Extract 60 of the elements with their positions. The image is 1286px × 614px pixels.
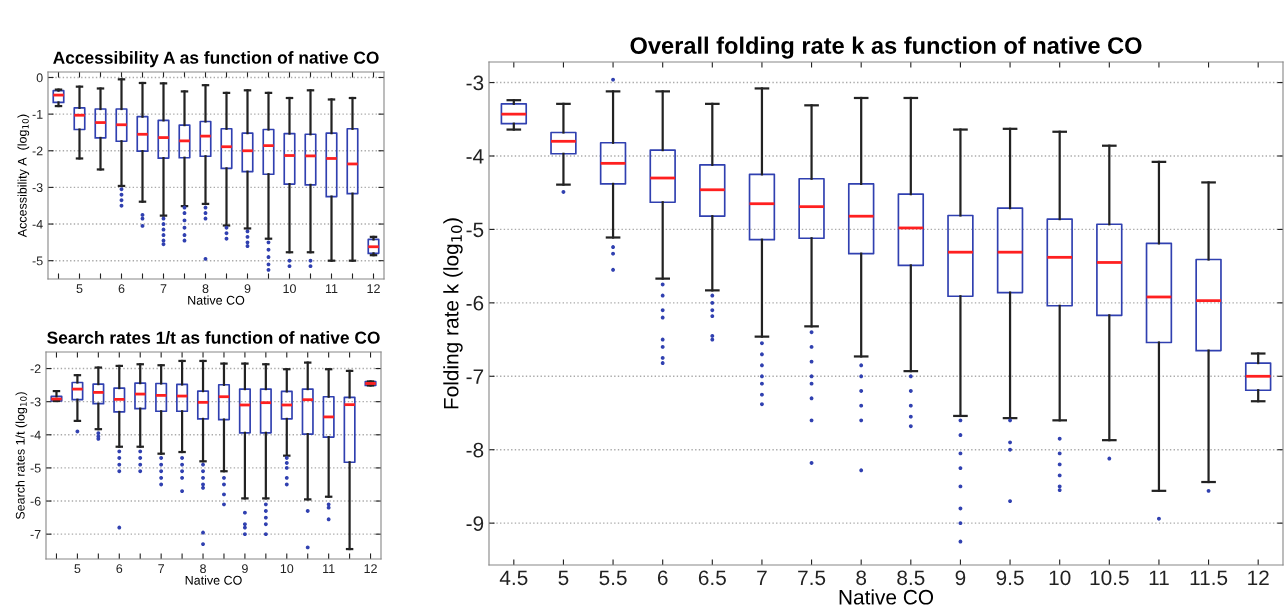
x-tick-label: 6 <box>116 564 123 574</box>
y-tick-label: -7 <box>30 530 41 539</box>
x-tick-label: 12 <box>367 284 380 293</box>
y-tick-label: -7 <box>466 369 484 384</box>
x-tick-label: 5.5 <box>599 570 627 586</box>
x-tick-label: 11 <box>325 284 338 293</box>
x-tick-label: 8 <box>856 570 867 586</box>
x-tick-label: 9 <box>955 570 966 586</box>
x-tick-label: 8.5 <box>897 570 925 586</box>
x-tick-label: 10.5 <box>1090 570 1129 586</box>
x-tick-label: 7 <box>158 564 164 573</box>
x-tick-label: 9 <box>242 564 248 574</box>
x-tick-label: 7 <box>757 570 767 585</box>
x-axis-title: Native CO <box>185 575 242 585</box>
y-tick-label: -1 <box>32 110 43 119</box>
y-tick-label: -5 <box>466 222 484 238</box>
x-tick-label: 6 <box>118 284 125 294</box>
x-tick-label: 10 <box>1049 570 1071 586</box>
y-tick-label: -4 <box>466 149 484 164</box>
y-tick-label: -2 <box>32 146 43 156</box>
x-tick-label: 10 <box>283 284 296 294</box>
x-axis-title: Native CO <box>188 295 245 305</box>
y-tick-label: -6 <box>30 496 41 506</box>
y-axis-title: Accessibility A (log$_{10}$) <box>17 114 30 238</box>
x-tick-label: 12 <box>364 564 377 573</box>
x-tick-label: 7 <box>160 284 167 293</box>
chart-title: Overall folding rate k as function of native CO <box>630 36 1142 59</box>
y-tick-label: -4 <box>32 219 43 229</box>
x-tick-label: 5 <box>76 284 83 294</box>
y-tick-label: -5 <box>30 463 41 473</box>
chart-title: Accessibility A as function of native CO <box>53 51 379 68</box>
y-axis-title: Folding rate k (log$_{10}$) <box>443 218 463 409</box>
x-tick-label: 11.5 <box>1190 570 1228 586</box>
y-tick-label: -3 <box>466 75 484 91</box>
x-tick-label: 8 <box>200 564 206 574</box>
x-tick-label: 10 <box>280 564 294 574</box>
y-tick-label: -5 <box>32 256 43 266</box>
x-tick-label: 5 <box>74 564 81 574</box>
y-tick-label: -2 <box>30 364 41 374</box>
x-tick-label: 12 <box>1248 570 1269 585</box>
x-tick-label: 6.5 <box>698 570 726 586</box>
x-tick-label: 6 <box>657 570 668 586</box>
x-tick-label: 8 <box>202 284 209 294</box>
x-tick-label: 7.5 <box>798 570 826 586</box>
chart-title: Search rates 1/t as function of native CO <box>47 331 380 345</box>
y-tick-label: -6 <box>466 295 484 311</box>
y-axis-title: Search rates 1/t (log$_{10}$) <box>15 392 28 520</box>
y-tick-label: -9 <box>466 516 484 531</box>
y-tick-label: -4 <box>30 430 41 440</box>
x-tick-label: 11 <box>323 564 335 573</box>
x-tick-label: 5 <box>558 570 569 586</box>
y-tick-label: 0 <box>36 73 43 83</box>
x-tick-label: 4.5 <box>499 570 528 586</box>
y-tick-label: -3 <box>32 183 43 193</box>
y-tick-label: -8 <box>466 442 484 458</box>
x-axis-title: Native CO <box>839 589 934 605</box>
x-tick-label: 9.5 <box>996 570 1024 586</box>
x-tick-label: 11 <box>1149 570 1169 585</box>
y-tick-label: -3 <box>30 397 41 407</box>
x-tick-label: 9 <box>244 284 251 294</box>
